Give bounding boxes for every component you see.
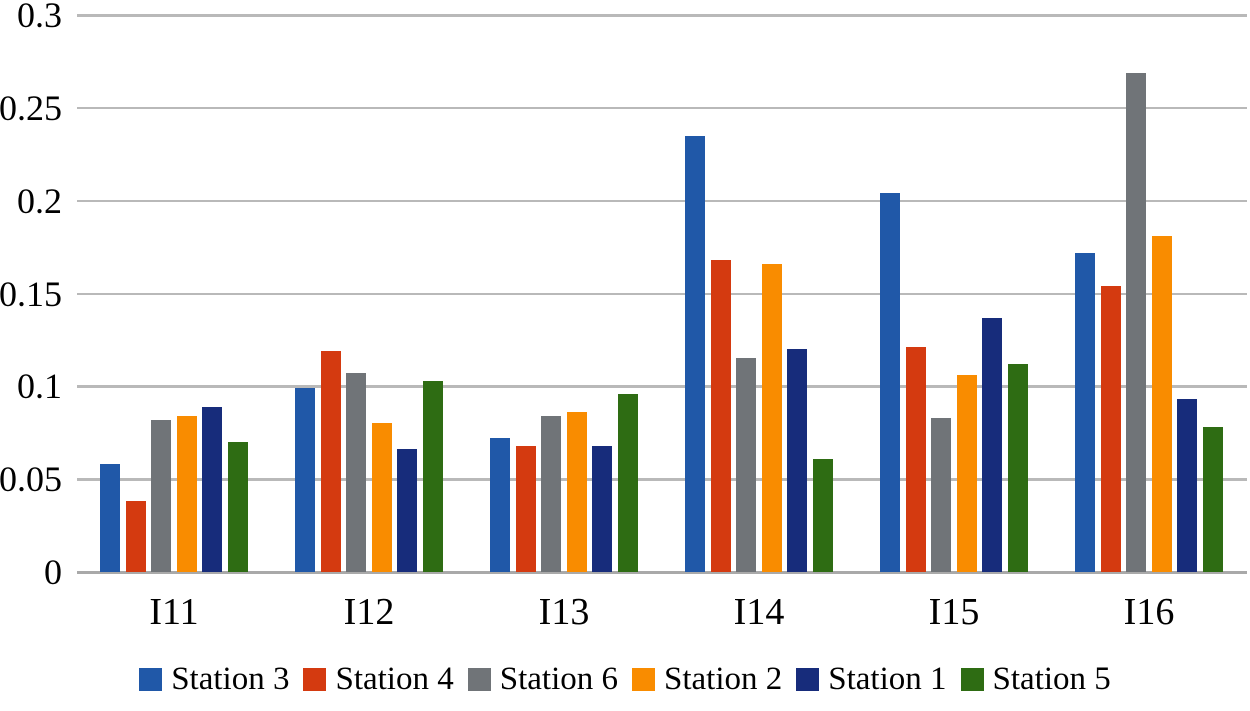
bar-station-1-i11 <box>202 406 223 572</box>
x-axis-label-i11: I11 <box>149 591 199 633</box>
bar-group-i15 <box>880 15 1028 572</box>
legend-label: Station 4 <box>335 661 454 697</box>
legend-swatch-station-5 <box>960 667 984 691</box>
bar-station-4-i14 <box>710 260 731 572</box>
legend-swatch-station-2 <box>632 667 655 691</box>
bar-station-3-i12 <box>295 388 315 572</box>
legend-item-station-6: Station 6 <box>467 661 618 697</box>
gridline <box>77 385 1247 388</box>
bar-station-6-i16 <box>1126 72 1147 572</box>
x-axis-label-i14: I14 <box>733 591 785 633</box>
plot-area <box>77 14 1247 574</box>
bar-station-5-i11 <box>227 442 248 572</box>
legend-swatch-station-3 <box>139 667 163 691</box>
x-axis-label-i16: I16 <box>1123 591 1175 633</box>
x-axis-label-i13: I13 <box>538 591 590 633</box>
bar-groups <box>77 15 1247 572</box>
bar-group-i12 <box>295 15 443 572</box>
legend-swatch-station-6 <box>467 667 491 691</box>
bar-station-2-i16 <box>1151 235 1172 572</box>
bar-station-3-i15 <box>880 193 900 572</box>
bar-station-2-i13 <box>566 412 587 572</box>
bar-station-1-i15 <box>982 317 1003 572</box>
bar-group-i11 <box>100 15 248 572</box>
bar-station-2-i14 <box>761 263 782 572</box>
gridline <box>77 14 1247 17</box>
bar-station-2-i11 <box>176 416 197 572</box>
legend-label: Station 3 <box>171 661 290 697</box>
y-tick-label: 0.05 <box>0 459 62 500</box>
legend-label: Station 1 <box>828 661 947 697</box>
bar-station-6-i13 <box>541 416 562 572</box>
bar-station-5-i14 <box>812 458 833 572</box>
bar-station-5-i15 <box>1007 364 1028 572</box>
bar-station-4-i12 <box>320 351 341 572</box>
bar-station-1-i14 <box>787 349 808 572</box>
bar-station-3-i16 <box>1075 252 1095 572</box>
bar-station-3-i11 <box>100 464 120 572</box>
legend-item-station-2: Station 2 <box>632 661 782 697</box>
gridline <box>77 199 1247 203</box>
legend-label: Station 5 <box>992 661 1111 697</box>
x-axis-label-i12: I12 <box>343 591 395 633</box>
bar-station-3-i13 <box>490 438 510 572</box>
bar-station-2-i12 <box>371 423 392 572</box>
bar-station-6-i12 <box>346 373 367 572</box>
y-tick-label: 0.2 <box>17 180 62 221</box>
x-axis-labels: I11 I12 I13 I14 I15 I16 <box>77 592 1247 632</box>
y-tick-label: 0.3 <box>17 0 62 35</box>
bar-station-6-i11 <box>151 419 172 572</box>
legend-swatch-station-4 <box>303 667 327 691</box>
x-axis-baseline <box>77 571 1247 574</box>
bar-group-i14 <box>685 15 833 572</box>
bar-station-4-i13 <box>515 445 536 572</box>
bar-station-1-i13 <box>592 445 613 572</box>
legend-item-station-4: Station 4 <box>303 661 454 697</box>
y-tick-label: 0.25 <box>0 87 62 128</box>
bar-station-1-i12 <box>397 449 418 572</box>
gridline <box>77 292 1247 295</box>
bar-station-5-i13 <box>617 393 638 572</box>
gridline <box>77 106 1247 110</box>
bar-station-4-i16 <box>1100 286 1121 572</box>
y-axis: 0.3 0.25 0.2 0.15 0.1 0.05 0 <box>0 0 62 590</box>
bar-station-5-i16 <box>1202 427 1223 572</box>
bar-station-6-i15 <box>931 417 952 572</box>
bar-station-2-i15 <box>956 375 977 572</box>
bar-station-5-i12 <box>422 380 443 572</box>
bar-station-6-i14 <box>736 358 757 572</box>
bar-station-3-i14 <box>685 135 705 572</box>
legend-item-station-5: Station 5 <box>960 661 1111 697</box>
legend-label: Station 6 <box>499 661 618 697</box>
legend: Station 3 Station 4 Station 6 Station 2 Stat… <box>0 661 1250 697</box>
bar-station-4-i11 <box>125 501 146 572</box>
y-tick-label: 0.15 <box>0 273 62 314</box>
x-axis-label-i15: I15 <box>928 591 980 633</box>
bar-station-4-i15 <box>905 347 926 572</box>
y-tick-label: 0 <box>44 552 62 592</box>
legend-swatch-station-1 <box>796 667 820 691</box>
legend-item-station-1: Station 1 <box>796 661 947 697</box>
legend-item-station-3: Station 3 <box>139 661 289 697</box>
legend-label: Station 2 <box>664 661 783 697</box>
bar-station-1-i16 <box>1177 399 1198 572</box>
gridline <box>77 478 1247 481</box>
x-axis: I11 I12 I13 I14 I15 I16 <box>77 592 1247 632</box>
y-tick-label: 0.1 <box>17 366 62 407</box>
bar-group-i13 <box>490 15 638 572</box>
bar-group-i16 <box>1075 15 1223 572</box>
